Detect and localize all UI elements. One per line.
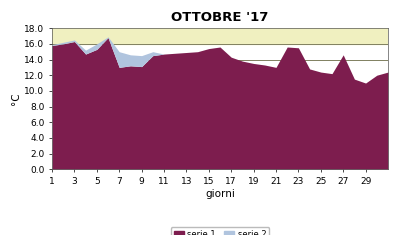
Y-axis label: °C: °C bbox=[12, 92, 22, 105]
Title: OTTOBRE '17: OTTOBRE '17 bbox=[171, 11, 269, 24]
Bar bbox=[52, 28, 388, 44]
X-axis label: giorni: giorni bbox=[205, 189, 235, 199]
Legend: serie 1, serie 2: serie 1, serie 2 bbox=[170, 227, 270, 235]
